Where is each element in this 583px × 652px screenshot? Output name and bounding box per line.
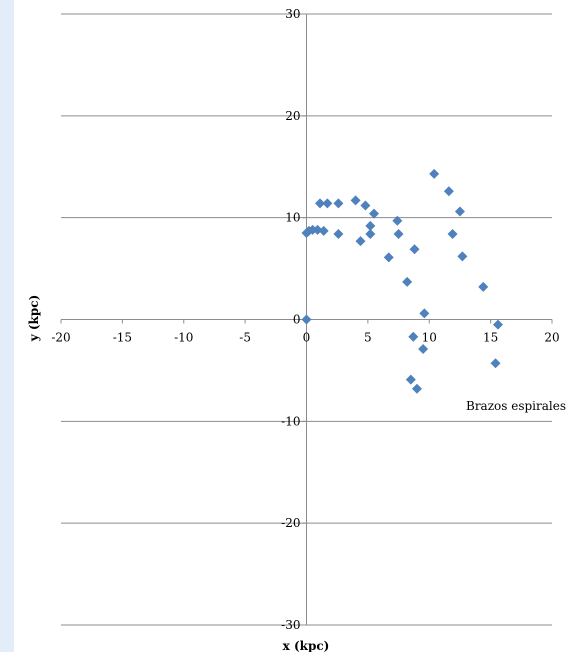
data-point — [409, 244, 420, 255]
data-point — [369, 208, 380, 219]
annotation-label: Brazos espirales — [466, 399, 566, 413]
data-point — [383, 252, 394, 263]
data-point — [350, 195, 361, 206]
data-point — [457, 251, 468, 262]
data-point — [454, 206, 465, 217]
y-tick-label: 20 — [285, 109, 300, 123]
y-tick-label: -20 — [281, 516, 300, 530]
data-point — [365, 228, 376, 239]
x-tick-label: 0 — [303, 331, 311, 345]
data-point — [447, 228, 458, 239]
y-tick-label: 30 — [285, 7, 300, 21]
x-tick-label: 20 — [544, 331, 559, 345]
data-point — [408, 331, 419, 342]
data-point — [405, 374, 416, 385]
data-point — [419, 308, 430, 319]
data-point — [301, 314, 312, 325]
y-tick-label: 10 — [285, 211, 300, 225]
data-point — [418, 344, 429, 355]
y-tick-label: 0 — [293, 313, 301, 327]
data-point — [333, 228, 344, 239]
data-point — [478, 281, 489, 292]
data-point — [492, 319, 503, 330]
data-point — [312, 224, 323, 235]
left-side-panel — [0, 0, 14, 652]
x-tick-label: -10 — [174, 331, 193, 345]
y-tick-label: -10 — [281, 414, 300, 428]
data-point — [411, 383, 422, 394]
data-point — [429, 168, 440, 179]
data-point — [333, 198, 344, 209]
x-axis-title: x (kpc) — [283, 639, 330, 652]
data-point — [443, 186, 454, 197]
x-tick-label: -15 — [113, 331, 132, 345]
data-point — [365, 220, 376, 231]
data-point — [490, 358, 501, 369]
data-point — [392, 215, 403, 226]
data-point — [315, 198, 326, 209]
data-point — [393, 228, 404, 239]
x-tick-label: -5 — [239, 331, 251, 345]
x-tick-label: 10 — [422, 331, 437, 345]
data-point — [322, 198, 333, 209]
x-tick-label: 5 — [364, 331, 372, 345]
y-tick-label: -30 — [281, 618, 300, 632]
data-point — [360, 200, 371, 211]
x-tick-label: -20 — [51, 331, 70, 345]
data-point — [355, 236, 366, 247]
x-tick-label: 15 — [483, 331, 498, 345]
data-point — [402, 276, 413, 287]
data-point — [318, 225, 329, 236]
y-axis-title: y (kpc) — [27, 295, 41, 343]
